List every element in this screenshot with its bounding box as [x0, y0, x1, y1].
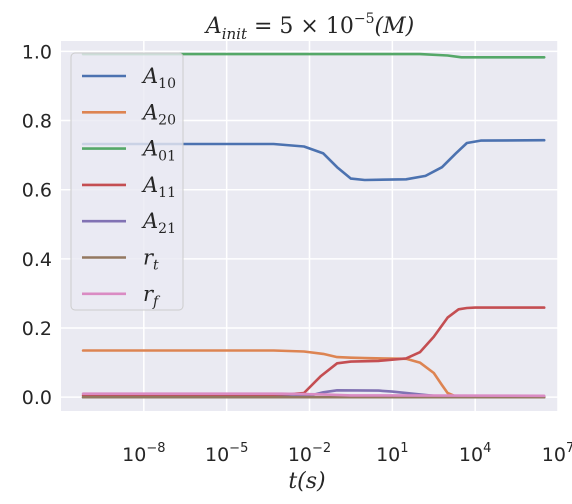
y-tick-label: 0.2 [22, 318, 52, 340]
chart-title: Ainit = 5 × 10−5(M) [204, 11, 414, 43]
series-line-rf [81, 392, 546, 398]
legend-label-A11: A11 [141, 173, 176, 201]
legend-label-A10: A10 [141, 64, 176, 92]
y-tick-label: 0.6 [22, 180, 52, 202]
y-tick-label: 0.8 [22, 111, 52, 133]
legend-label-A21: A21 [141, 209, 176, 237]
series-line-A20 [81, 349, 546, 399]
y-tick-label: 1.0 [22, 41, 52, 63]
x-tick-label: 101 [376, 441, 408, 466]
y-tick-label: 0.0 [22, 387, 52, 409]
legend-label-rf: rf [143, 282, 161, 310]
y-tick-labels: 0.0 0.2 0.4 0.6 0.8 1.0 [22, 41, 52, 409]
x-tick-labels: 10−8 10−5 10−2 101 104 107 [122, 441, 572, 466]
series-line-A11 [81, 306, 546, 397]
x-axis-label: t(s) [288, 469, 325, 494]
y-tick-label: 0.4 [22, 249, 52, 271]
x-tick-label: 107 [542, 441, 572, 466]
legend-label-rt: rt [143, 246, 159, 274]
legend-label-A20: A20 [141, 100, 176, 128]
legend-label-A01: A01 [141, 137, 176, 165]
series-line-A10 [81, 138, 546, 182]
legend-box [70, 52, 184, 311]
x-tick-label: 10−2 [288, 441, 331, 466]
x-tick-label: 10−5 [205, 441, 248, 466]
legend: A10 A20 A01 A11 A21 rt rf [70, 52, 184, 311]
x-tick-label: 10−8 [122, 441, 165, 466]
x-tick-label: 104 [459, 441, 491, 466]
series-lines [81, 52, 546, 399]
